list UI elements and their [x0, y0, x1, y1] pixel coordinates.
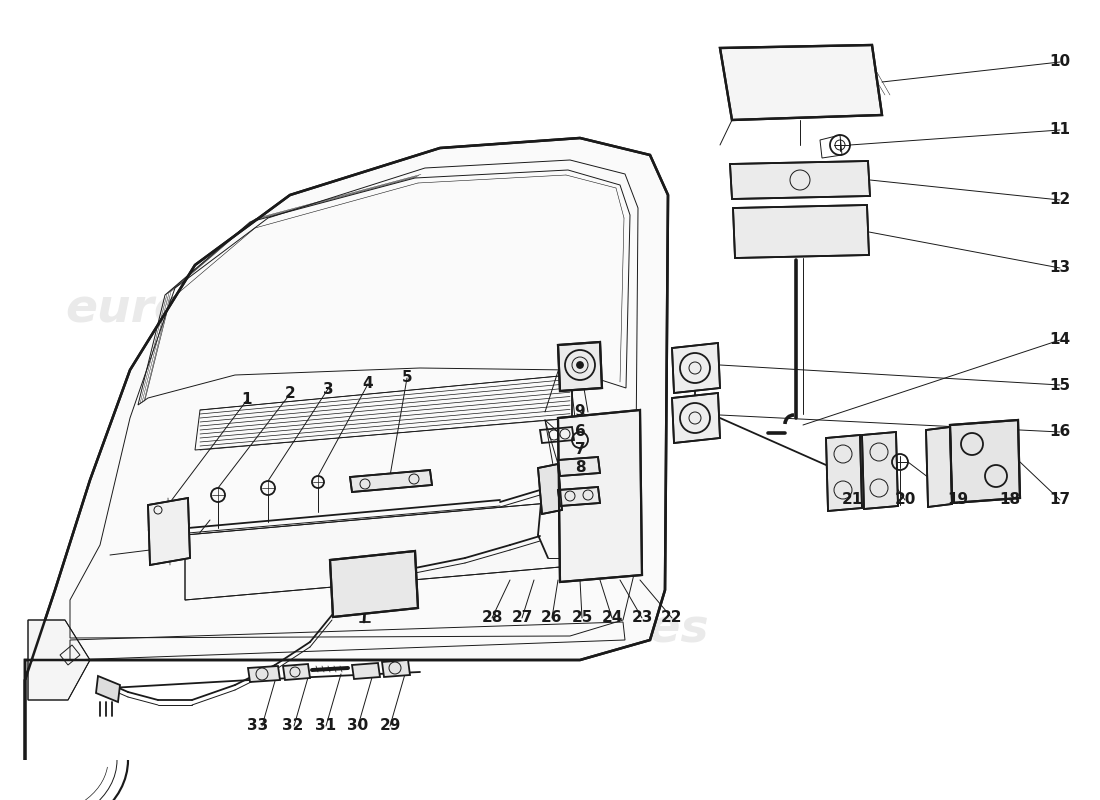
Text: 5: 5: [402, 370, 412, 386]
Polygon shape: [558, 342, 602, 391]
Polygon shape: [350, 470, 432, 492]
Polygon shape: [558, 410, 642, 582]
Polygon shape: [926, 427, 952, 507]
Text: 8: 8: [574, 461, 585, 475]
Polygon shape: [283, 664, 310, 680]
Text: 31: 31: [316, 718, 337, 734]
Polygon shape: [382, 660, 410, 677]
Text: 2: 2: [285, 386, 296, 402]
Polygon shape: [862, 432, 898, 509]
Text: 10: 10: [1049, 54, 1070, 70]
Text: 21: 21: [842, 493, 862, 507]
Text: 15: 15: [1049, 378, 1070, 393]
Polygon shape: [352, 663, 379, 679]
Polygon shape: [25, 138, 668, 760]
Text: 13: 13: [1049, 261, 1070, 275]
Polygon shape: [330, 551, 418, 617]
Text: eurospares: eurospares: [66, 287, 364, 333]
Polygon shape: [28, 620, 90, 700]
Text: 19: 19: [947, 493, 969, 507]
Text: 22: 22: [661, 610, 683, 626]
Text: 14: 14: [1049, 333, 1070, 347]
Text: 32: 32: [283, 718, 304, 734]
Text: 11: 11: [1049, 122, 1070, 138]
Polygon shape: [538, 464, 562, 514]
Text: 17: 17: [1049, 493, 1070, 507]
Text: 18: 18: [1000, 493, 1021, 507]
Text: 24: 24: [602, 610, 623, 626]
Polygon shape: [96, 676, 120, 702]
Polygon shape: [185, 495, 640, 600]
Polygon shape: [248, 666, 280, 682]
Polygon shape: [720, 45, 882, 120]
Text: 1: 1: [242, 393, 252, 407]
Text: 26: 26: [541, 610, 563, 626]
Text: 27: 27: [512, 610, 532, 626]
Polygon shape: [558, 487, 600, 506]
Text: 28: 28: [482, 610, 503, 626]
Text: eurospares: eurospares: [410, 607, 710, 653]
Polygon shape: [148, 498, 190, 565]
Text: 23: 23: [631, 610, 652, 626]
Circle shape: [578, 362, 583, 368]
Text: 9: 9: [574, 405, 585, 419]
Polygon shape: [558, 457, 600, 476]
Text: 25: 25: [571, 610, 593, 626]
Polygon shape: [733, 205, 869, 258]
Polygon shape: [672, 393, 721, 443]
Text: 3: 3: [322, 382, 333, 397]
Text: 29: 29: [379, 718, 400, 734]
Text: 33: 33: [248, 718, 268, 734]
Polygon shape: [672, 343, 721, 393]
Text: 6: 6: [574, 425, 585, 439]
Text: 4: 4: [363, 377, 373, 391]
Text: 7: 7: [574, 442, 585, 458]
Polygon shape: [730, 161, 870, 199]
Polygon shape: [826, 435, 862, 511]
Text: 30: 30: [348, 718, 369, 734]
Text: 12: 12: [1049, 193, 1070, 207]
Text: 16: 16: [1049, 425, 1070, 439]
Polygon shape: [950, 420, 1020, 503]
Text: 20: 20: [894, 493, 915, 507]
